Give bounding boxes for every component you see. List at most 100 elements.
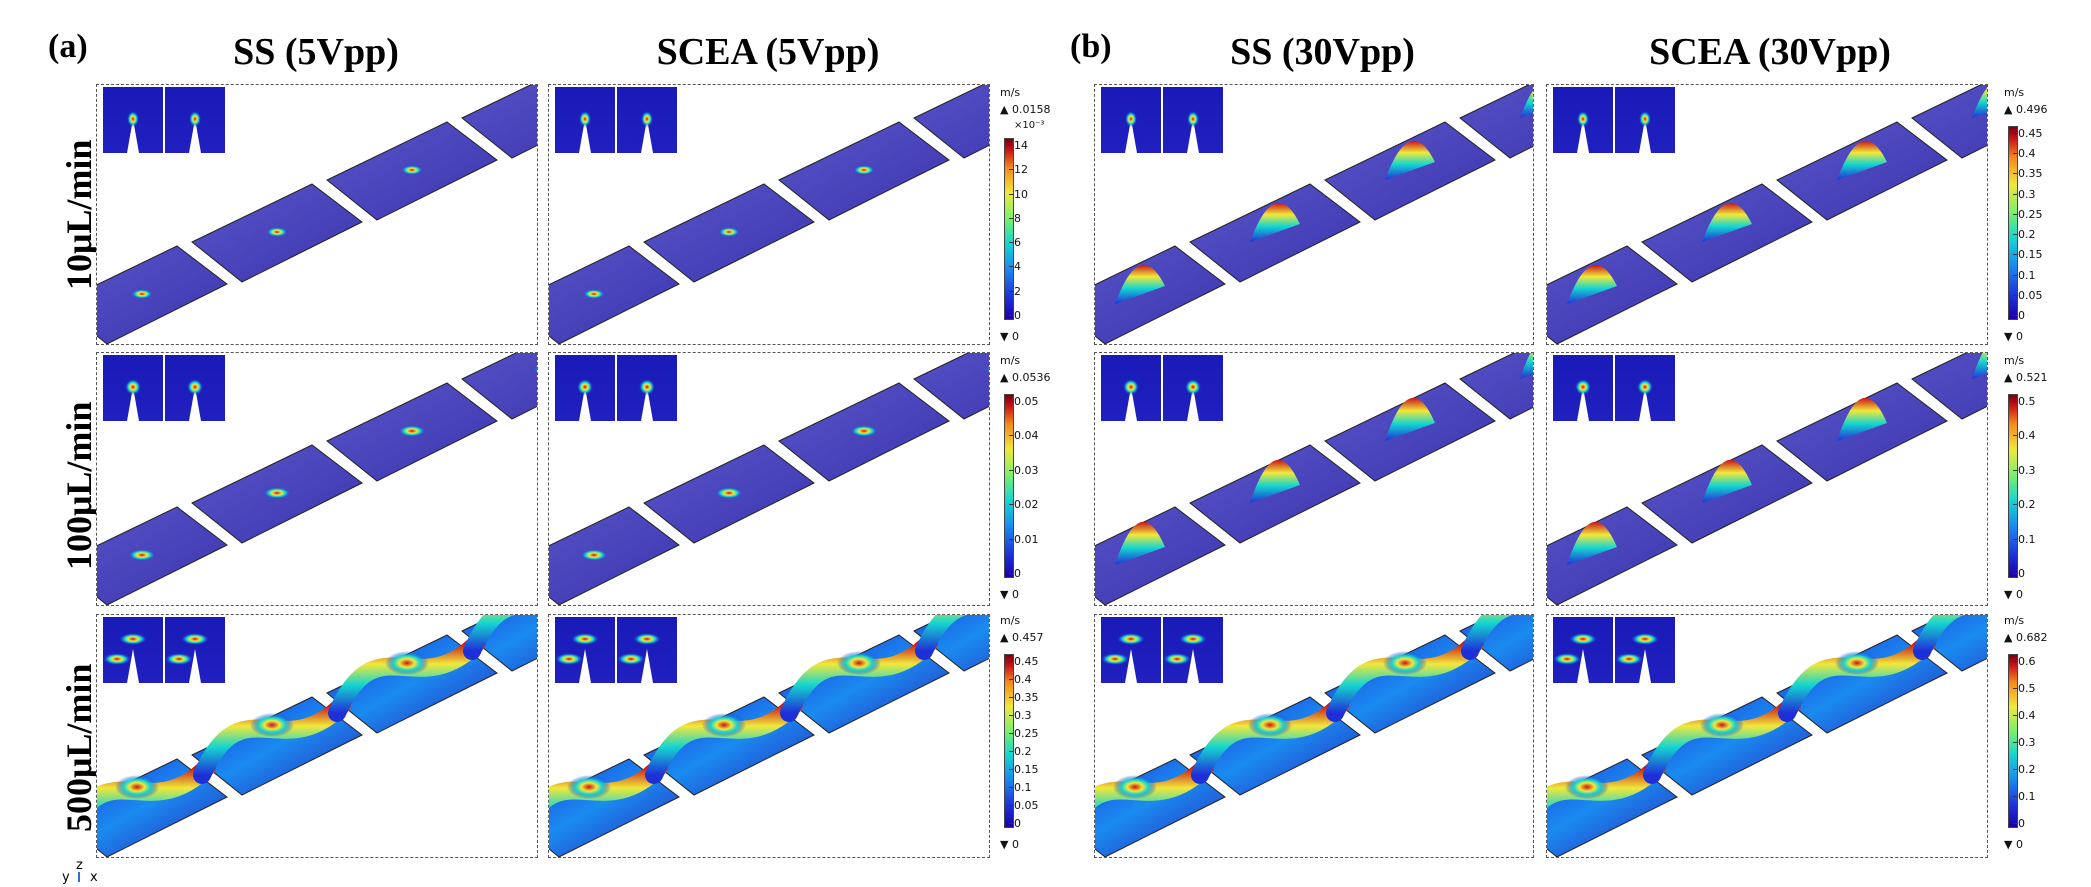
colorbar-unit: m/s [1000, 354, 1021, 367]
colorbar-tick: 0.5 [2013, 395, 2036, 408]
colorbar-tick: 0.6 [2013, 655, 2036, 668]
colorbar-tick: 0 [1009, 817, 1021, 830]
colorbar-tick: 6 [1009, 236, 1021, 250]
panel-letter-b: (b) [1070, 28, 1112, 65]
velocity-wave [915, 615, 968, 660]
velocity-hotspot [115, 775, 159, 799]
colorbar-min: ▼ 0 [2004, 330, 2023, 343]
colorbar-tick: 0.25 [1009, 727, 1039, 740]
colorbar-min: ▼ 0 [1000, 588, 1019, 601]
inset-top-view [1101, 617, 1223, 683]
colorbar-tick: 0.15 [1009, 763, 1039, 776]
colorbar-tick: 0.2 [2013, 498, 2036, 512]
velocity-hotspot [128, 549, 156, 561]
colorbar-tick: 0.3 [2013, 463, 2036, 477]
velocity-hotspot [131, 289, 153, 299]
colorbar-tick: 0.05 [1009, 395, 1039, 408]
velocity-hotspot [1700, 713, 1744, 737]
plot-ss-5vpp-100 [96, 352, 538, 606]
plot-ss-30vpp-500 [1094, 614, 1534, 858]
inset-top-view [1101, 87, 1223, 153]
colorbar-tick: 0 [2013, 817, 2025, 830]
velocity-hotspot [850, 425, 878, 437]
colorbar-tick: 0.1 [2013, 268, 2036, 282]
colorbar-max: ▲ 0.496 [2004, 103, 2048, 116]
column-title-ss-5vpp: SS (5Vpp) [233, 31, 399, 73]
colorbar-max: ▲ 0.682 [2004, 631, 2048, 644]
axis-x-label: x [90, 870, 98, 885]
colorbar-tick: 8 [1009, 211, 1021, 225]
velocity-hotspot [398, 425, 426, 437]
colorbar-tick: 0.4 [1009, 673, 1032, 686]
colorbar-tick: 0.1 [2013, 532, 2036, 546]
column-title-scea-30vpp: SCEA (30Vpp) [1649, 31, 1891, 73]
velocity-hotspot [1835, 651, 1879, 675]
colorbar-max: ▲ 0.457 [1000, 631, 1044, 644]
velocity-wave [1913, 615, 1966, 660]
colorbar-tick: 2 [1009, 284, 1021, 298]
channel-plate [1547, 245, 1678, 344]
velocity-wave [1461, 615, 1514, 660]
plot-scea-30vpp-100 [1546, 352, 1988, 606]
colorbar-tick: 0 [1009, 309, 1021, 322]
velocity-hotspot [266, 227, 288, 237]
colorbar-tick: 0.05 [2013, 288, 2043, 302]
velocity-peak [1250, 459, 1300, 503]
axis-z-label: z [76, 858, 83, 873]
colorbar-tick: 0.1 [2013, 790, 2036, 803]
inset-top-view [1553, 87, 1675, 153]
colorbar-unit: m/s [1000, 86, 1021, 99]
colorbar-tick: 0.45 [1009, 655, 1039, 668]
velocity-peak [1567, 521, 1617, 565]
velocity-hotspot [702, 713, 746, 737]
inset-top-view [1553, 617, 1675, 683]
velocity-hotspot [988, 105, 989, 111]
channel-plate [461, 353, 537, 420]
velocity-peak [1837, 140, 1887, 180]
inset-top-view [103, 87, 225, 153]
plot-scea-30vpp-500 [1546, 614, 1988, 858]
colorbar-unit: m/s [2004, 354, 2025, 367]
colorbar-tick: 0.02 [1009, 498, 1039, 512]
plot-scea-5vpp-10 [548, 84, 990, 345]
velocity-hotspot [567, 775, 611, 799]
channel-plate [1095, 506, 1226, 605]
colorbar-tick: 0.2 [2013, 763, 2036, 776]
inset-top-view [555, 617, 677, 683]
velocity-wave [463, 615, 516, 660]
colorbar-gradient [1004, 654, 1014, 828]
colorbar-gradient [2008, 394, 2018, 578]
channel-plate [1459, 85, 1533, 159]
colorbar-tick: 0.35 [2013, 167, 2043, 181]
velocity-hotspot [837, 651, 881, 675]
colorbar-gradient [2008, 126, 2018, 320]
velocity-peak [1520, 90, 1533, 118]
column-title-ss-30vpp: SS (30Vpp) [1230, 31, 1415, 73]
velocity-peak [1520, 353, 1533, 379]
velocity-peak [1250, 202, 1300, 242]
row-label-10: 10μL/min [59, 139, 99, 290]
inset-top-view [555, 87, 677, 153]
colorbar-30vpp-10: m/s ▲ 0.496 0.45 0.4 0.35 0.3 0.25 0.2 0.15 0.1 0.… [2004, 86, 2084, 346]
channel-plate [1459, 353, 1533, 420]
colorbar-tick: 0.01 [1009, 532, 1039, 546]
velocity-peak [1385, 140, 1435, 180]
plot-scea-5vpp-100 [548, 352, 990, 606]
velocity-hotspot [250, 713, 294, 737]
colorbar-tick: 0.2 [1009, 745, 1032, 758]
plot-scea-30vpp-10 [1546, 84, 1988, 345]
velocity-hotspot [385, 651, 429, 675]
plot-scea-5vpp-500 [548, 614, 990, 858]
colorbar-5vpp-500: m/s ▲ 0.457 0.45 0.4 0.35 0.3 0.25 0.2 0.15 0.1 0.… [1000, 614, 1080, 854]
colorbar-tick: 0.4 [2013, 147, 2036, 161]
colorbar-tick: 0.25 [2013, 207, 2043, 221]
colorbar-min: ▼ 0 [2004, 588, 2023, 601]
colorbar-tick: 4 [1009, 260, 1021, 274]
colorbar-tick: 10 [1009, 187, 1028, 201]
velocity-hotspot [715, 487, 743, 499]
velocity-peak [1115, 264, 1165, 304]
channel-plate [913, 353, 989, 420]
channel-plate [549, 245, 680, 344]
velocity-peak [1972, 353, 1987, 379]
velocity-hotspot [580, 549, 608, 561]
